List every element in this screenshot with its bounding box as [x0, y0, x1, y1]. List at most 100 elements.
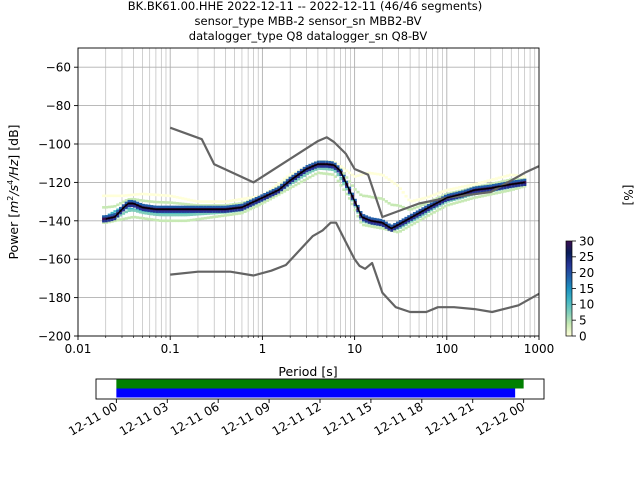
heatmap-cell [398, 204, 402, 208]
heatmap-cell [347, 191, 352, 194]
heatmap-cell [452, 192, 456, 196]
heatmap-cell [203, 216, 208, 220]
heatmap-cell [342, 174, 346, 178]
heatmap-cell [350, 197, 354, 200]
heatmap-cell [223, 204, 227, 207]
heatmap-cell [260, 198, 264, 202]
heatmap-cell [418, 204, 422, 208]
heatmap-cell [133, 205, 137, 208]
heatmap-cell [438, 191, 442, 194]
title-line-2: sensor_type MBB-2 sensor_sn MBB2-BV [195, 14, 422, 28]
heatmap-cell [107, 219, 111, 222]
heatmap-cell [446, 193, 451, 197]
heatmap-cell [164, 219, 168, 223]
heatmap-cell [291, 181, 295, 184]
heatmap-cell [181, 197, 185, 200]
heatmap-cell [424, 211, 428, 215]
heatmap-cell [463, 189, 467, 193]
heatmap-cell [246, 209, 250, 212]
heatmap-cell [195, 205, 199, 209]
heatmap-cell [138, 210, 143, 214]
heatmap-cell [206, 204, 210, 207]
heatmap-cell [167, 213, 171, 217]
heatmap-cell [175, 210, 179, 213]
heatmap-cell [268, 188, 273, 192]
heatmap-cell [150, 193, 154, 196]
heatmap-cell [316, 171, 321, 175]
heatmap-cell [381, 174, 386, 177]
heatmap-cell [195, 204, 199, 207]
heatmap-cell [152, 200, 157, 204]
heatmap-cell [288, 182, 292, 186]
heatmap-cell [328, 160, 332, 164]
heatmap-cell [169, 211, 174, 215]
heatmap-cell [189, 205, 193, 209]
heatmap-cell [305, 165, 309, 168]
heatmap-cell [308, 163, 312, 167]
heatmap-cell [167, 201, 171, 204]
heatmap-cell [127, 199, 131, 203]
heatmap-cell [209, 204, 213, 207]
heatmap-cell [240, 208, 244, 211]
heatmap-cell [158, 193, 162, 197]
heatmap-cell [407, 215, 411, 218]
heatmap-cell [449, 197, 453, 201]
heatmap-cell [274, 192, 278, 195]
heatmap-cell [119, 201, 123, 205]
heatmap-cell [116, 194, 120, 198]
heatmap-cell [446, 192, 451, 195]
heatmap-cell [314, 168, 318, 171]
heatmap-cell [489, 178, 493, 182]
heatmap-cell [342, 172, 346, 175]
heatmap-cell [291, 179, 295, 183]
heatmap-cell [455, 197, 459, 201]
heatmap-cell [435, 192, 439, 196]
heatmap-cell [169, 194, 174, 198]
heatmap-cell [432, 205, 436, 209]
heatmap-cell [169, 201, 174, 204]
heatmap-cell [189, 211, 193, 215]
heatmap-cell [104, 205, 109, 209]
heatmap-cell [155, 200, 159, 204]
heatmap-cell [288, 176, 292, 180]
heatmap-cell [452, 198, 456, 202]
heatmap-cell [251, 206, 256, 210]
heatmap-cell [364, 194, 369, 198]
heatmap-cell [486, 193, 490, 197]
heatmap-cell [379, 218, 383, 222]
heatmap-cell [186, 203, 191, 206]
heatmap-cell [268, 194, 273, 198]
x-axis: 0.01 0.1 1 10 100 1000 [65, 336, 554, 356]
heatmap-cell [133, 200, 137, 204]
heatmap-cell [251, 202, 256, 206]
heatmap-cell [362, 218, 366, 222]
heatmap-cell [458, 191, 462, 194]
colorbar-tick-label: 20 [579, 266, 594, 280]
heatmap-cell [297, 169, 301, 172]
heatmap-cell [232, 209, 236, 212]
heatmap-cell [291, 172, 295, 175]
heatmap-cell [393, 223, 397, 226]
heatmap-cell [282, 181, 287, 185]
heatmap-cell [475, 190, 479, 194]
heatmap-cell [364, 215, 369, 218]
heatmap-cell [480, 180, 484, 184]
heatmap-cell [226, 210, 230, 213]
heatmap-cell [316, 167, 321, 170]
heatmap-cell [104, 194, 109, 198]
heatmap-cell [446, 203, 451, 207]
heatmap-cell [147, 217, 151, 221]
heatmap-cell [178, 205, 182, 209]
heatmap-cell [418, 197, 422, 201]
heatmap-cell [339, 173, 343, 177]
heatmap-cell [181, 205, 185, 209]
heatmap-cell [376, 196, 380, 200]
heatmap-cell [116, 208, 120, 212]
heatmap-cell [161, 194, 165, 197]
colorbar-tick-label: 25 [579, 250, 594, 264]
heatmap-cell [249, 207, 253, 211]
timeline-tick-label: 12-11 09 [219, 399, 273, 438]
heatmap-cell [172, 211, 176, 215]
heatmap-cell [136, 206, 140, 209]
